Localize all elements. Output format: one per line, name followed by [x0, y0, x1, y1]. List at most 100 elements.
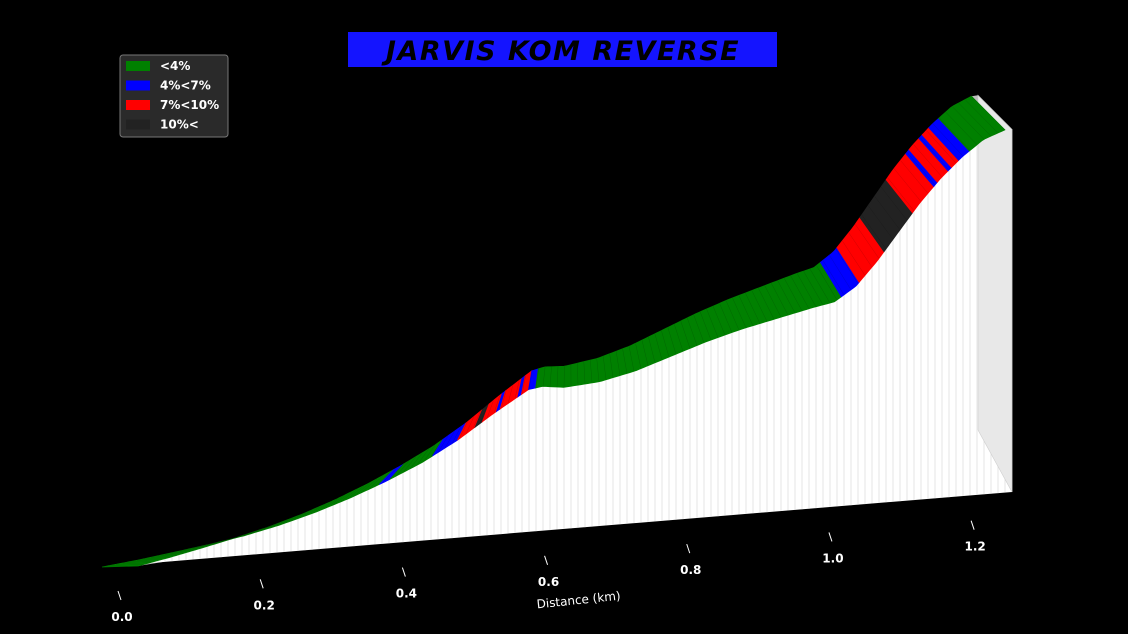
band-hatch [622, 348, 628, 374]
band-hatch [796, 273, 817, 307]
band-hatch [486, 400, 494, 419]
band-hatch [764, 285, 782, 318]
band-hatch [122, 560, 158, 564]
x-tick [117, 590, 122, 601]
band-hatch [297, 506, 320, 519]
x-tick-label: 0.0 [111, 610, 132, 624]
band-hatch [809, 268, 831, 304]
band-hatch [220, 533, 248, 542]
x-tick [970, 520, 975, 530]
band-hatch [829, 255, 852, 290]
band-hatch [514, 380, 520, 399]
band-hatch [719, 303, 733, 333]
band-hatch [276, 514, 300, 527]
band-hatch [590, 360, 593, 383]
band-hatch [926, 130, 957, 164]
band-hatch [129, 558, 164, 562]
band-hatch [150, 553, 184, 558]
band-hatch [458, 421, 468, 440]
legend-swatch [126, 119, 150, 130]
band-hatch [977, 95, 1013, 130]
band-hatch [500, 390, 507, 409]
legend-swatch [126, 100, 150, 110]
band-hatch [115, 562, 151, 565]
band-hatch [932, 123, 964, 157]
band-hatch [332, 491, 352, 506]
band-hatch [234, 529, 261, 539]
band-hatch [136, 556, 171, 561]
band-hatch [906, 152, 936, 186]
legend-label: 4%<7% [160, 79, 211, 93]
band-hatch [199, 539, 229, 547]
band-hatch [423, 444, 436, 462]
band-hatch [185, 543, 216, 550]
band-hatch [771, 283, 789, 316]
legend-label: <4% [160, 59, 190, 73]
band-hatch [283, 512, 307, 524]
x-tick-label: 0.2 [254, 598, 275, 612]
x-tick-label: 0.8 [680, 563, 701, 577]
band-hatch [667, 327, 677, 355]
band-hatch [353, 482, 371, 497]
title-text: JARVIS KOM REVERSE [381, 36, 740, 67]
band-hatch [725, 300, 740, 331]
band-hatch [628, 346, 635, 372]
band-hatch [951, 106, 985, 140]
x-tick-label: 1.2 [964, 540, 985, 554]
x-tick-label: 0.4 [396, 587, 417, 601]
band-hatch [248, 524, 274, 535]
band-hatch [444, 430, 455, 449]
band-hatch [699, 311, 712, 341]
front-wall [102, 94, 1013, 568]
band-hatch [171, 547, 203, 554]
legend-swatch [126, 80, 150, 91]
band-hatch [402, 456, 417, 473]
band-hatch [648, 336, 656, 363]
band-hatch [304, 503, 326, 517]
band-hatch [693, 314, 705, 343]
band-hatch [958, 102, 992, 137]
band-hatch [108, 563, 145, 566]
band-hatch [913, 144, 943, 178]
band-hatch [213, 535, 242, 544]
band-hatch [535, 368, 539, 388]
band-hatch [241, 527, 268, 537]
band-hatch [528, 370, 533, 390]
band-hatch [855, 224, 880, 259]
gradient-band [101, 95, 1013, 568]
band-hatch [635, 343, 642, 369]
band-hatch [290, 509, 313, 522]
x-tick [401, 567, 406, 577]
band-hatch [803, 271, 824, 306]
band-hatch [430, 440, 442, 458]
band-hatch [745, 292, 761, 324]
band-hatch [712, 306, 726, 336]
band-hatch [615, 351, 621, 376]
band-hatch [822, 260, 845, 295]
band-hatch [680, 320, 691, 349]
band-hatch [465, 416, 475, 434]
x-tick [828, 532, 833, 542]
band-hatch [758, 287, 775, 320]
band-hatch [919, 137, 950, 171]
band-hatch [339, 488, 358, 503]
band-hatch [409, 452, 423, 469]
band-hatch [451, 426, 462, 444]
band-hatch [842, 240, 866, 276]
band-hatch [437, 435, 449, 453]
legend-label: 7%<10% [160, 98, 219, 112]
title-background [348, 32, 777, 67]
x-tick [259, 579, 264, 589]
legend-swatch [126, 61, 150, 71]
band-hatch [360, 478, 378, 494]
band-hatch [848, 232, 873, 268]
band-hatch [945, 111, 978, 145]
band-hatch [880, 186, 908, 221]
x-tick [544, 555, 549, 566]
band-hatch [835, 248, 859, 284]
band-hatch [542, 366, 546, 387]
band-hatch [596, 358, 600, 382]
x-axis: 0.0 0.2 0.4 0.6 0.8 1.0 1.2 [111, 520, 986, 624]
band-hatch [583, 361, 586, 385]
band-hatch [101, 565, 139, 568]
